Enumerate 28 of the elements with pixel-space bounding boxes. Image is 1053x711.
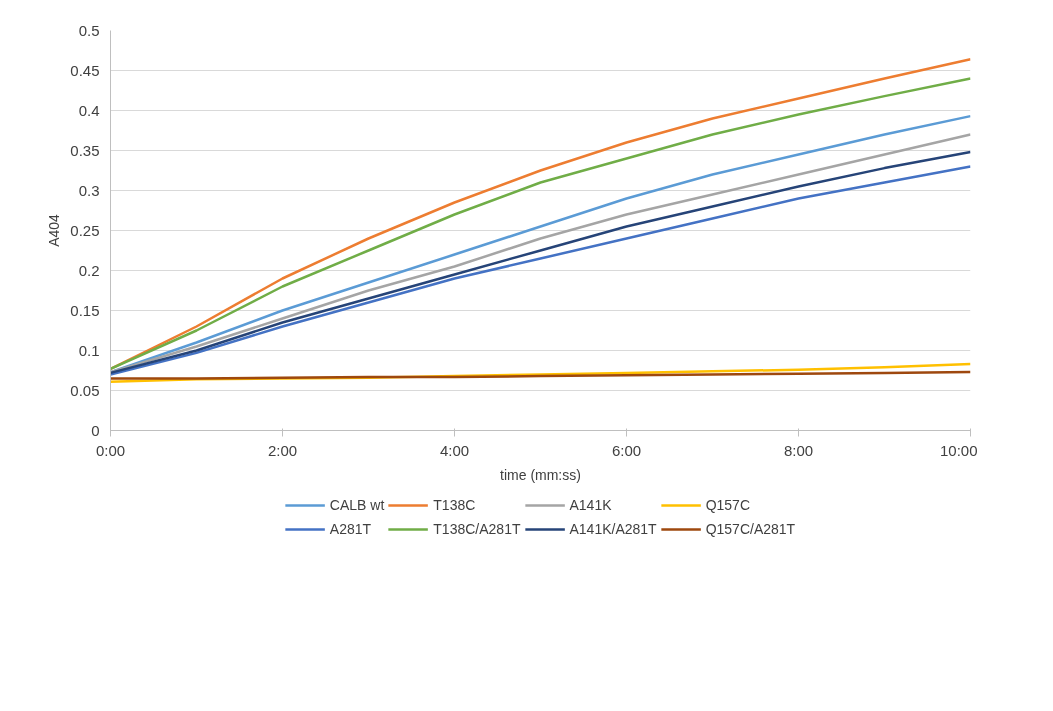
line-series — [110, 370, 971, 380]
y-tick-label: 0.45 — [70, 61, 100, 79]
legend-label: A141K/A281T — [569, 521, 657, 537]
legend-label: A281T — [329, 521, 372, 537]
y-tick-label: 0.25 — [70, 221, 100, 239]
x-axis-title: time (mm:ss) — [500, 466, 581, 483]
legend-label: A141K — [569, 497, 612, 513]
x-tick-label: 10:00 — [939, 441, 978, 459]
y-tick-label: 0.15 — [70, 301, 100, 319]
y-axis-title: A404 — [46, 213, 63, 247]
x-tick-label: 0:00 — [95, 441, 126, 459]
x-tick-label: 6:00 — [611, 441, 642, 459]
x-tick-label: 2:00 — [267, 441, 298, 459]
y-tick-label: 0.5 — [78, 21, 100, 39]
y-tick-label: 0 — [91, 421, 100, 439]
y-tick-label: 0.2 — [78, 261, 100, 279]
y-tick-label: 0.3 — [78, 181, 100, 199]
legend-label: T138C/A281T — [433, 521, 521, 537]
legend-label: Q157C/A281T — [705, 521, 796, 537]
y-tick-label: 0.4 — [78, 101, 100, 119]
legend-label: CALB wt — [329, 497, 385, 513]
legend-label: Q157C — [705, 497, 751, 513]
legend-label: T138C — [433, 497, 476, 513]
x-tick-label: 4:00 — [439, 441, 470, 459]
x-tick-label: 8:00 — [783, 441, 814, 459]
y-tick-label: 0.1 — [78, 341, 100, 359]
y-tick-label: 0.05 — [70, 381, 100, 399]
y-tick-label: 0.35 — [70, 141, 100, 159]
